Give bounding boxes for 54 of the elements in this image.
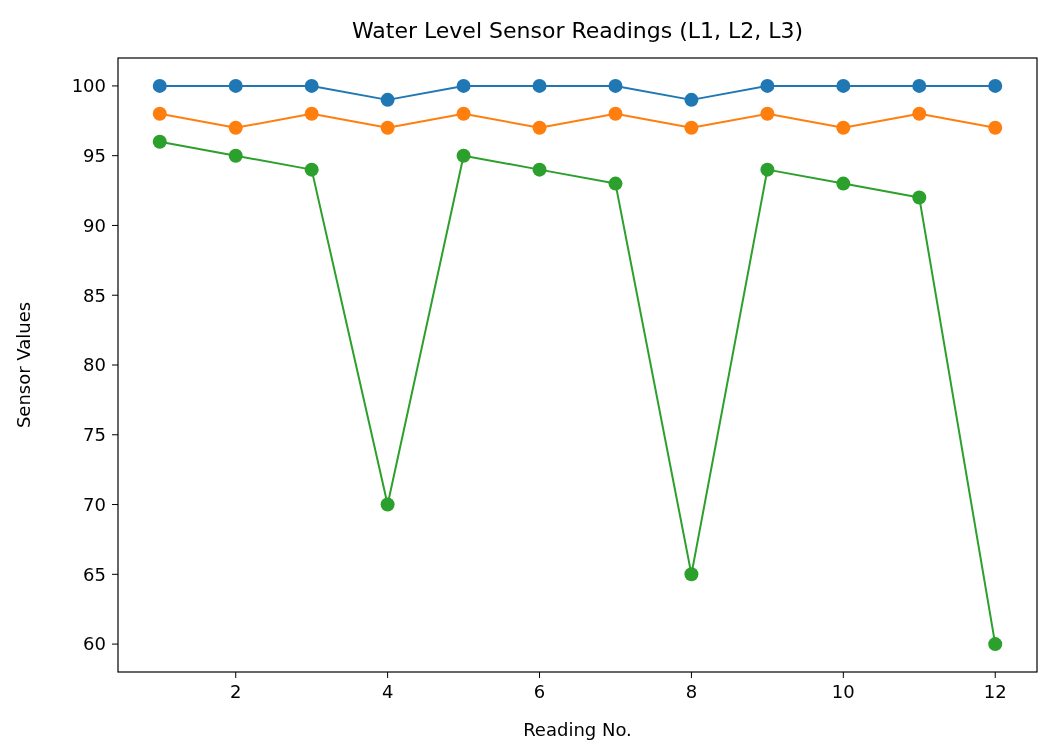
point xyxy=(304,106,319,121)
x-tick-label: 2 xyxy=(230,681,242,702)
y-tick-label: 90 xyxy=(83,214,106,236)
x-tick-label: 8 xyxy=(685,681,698,702)
y-tick-label: 80 xyxy=(83,354,106,376)
chart-title: Water Level Sensor Readings (L1, L2, L3) xyxy=(351,18,804,43)
x-axis-title: Reading No. xyxy=(523,719,632,740)
y-tick-label: 100 xyxy=(71,75,106,97)
point xyxy=(988,78,1003,93)
point xyxy=(304,78,319,93)
point xyxy=(836,120,851,135)
y-tick-label: 85 xyxy=(83,284,106,306)
point xyxy=(988,637,1003,652)
point xyxy=(532,78,547,93)
point xyxy=(380,120,395,135)
y-axis-title: Sensor Values xyxy=(13,301,34,429)
point xyxy=(152,78,167,93)
point xyxy=(836,78,851,93)
y-tick-label: 65 xyxy=(83,563,106,585)
point xyxy=(228,148,243,163)
point xyxy=(380,92,395,107)
point xyxy=(228,120,243,135)
point xyxy=(608,176,623,191)
point xyxy=(532,162,547,177)
point xyxy=(608,106,623,121)
point xyxy=(608,78,623,93)
y-tick-label: 75 xyxy=(83,424,106,446)
point xyxy=(684,567,699,582)
point xyxy=(988,120,1003,135)
point xyxy=(760,106,775,121)
x-tick-label: 12 xyxy=(983,681,1007,702)
point xyxy=(684,120,699,135)
point xyxy=(152,106,167,121)
point xyxy=(912,190,927,205)
point xyxy=(304,162,319,177)
point xyxy=(760,162,775,177)
point xyxy=(912,106,927,121)
x-tick-label: 10 xyxy=(831,681,855,702)
point xyxy=(380,497,395,512)
point xyxy=(152,134,167,149)
point xyxy=(760,78,775,93)
point xyxy=(456,148,471,163)
point xyxy=(456,106,471,121)
point xyxy=(532,120,547,135)
x-tick-label: 4 xyxy=(381,681,394,702)
point xyxy=(836,176,851,191)
point xyxy=(684,92,699,107)
x-tick-label: 6 xyxy=(533,681,546,702)
y-tick-label: 70 xyxy=(83,493,106,515)
y-tick-label: 95 xyxy=(83,144,106,166)
point xyxy=(456,78,471,93)
y-tick-label: 60 xyxy=(83,633,106,655)
point xyxy=(228,78,243,93)
point xyxy=(912,78,927,93)
